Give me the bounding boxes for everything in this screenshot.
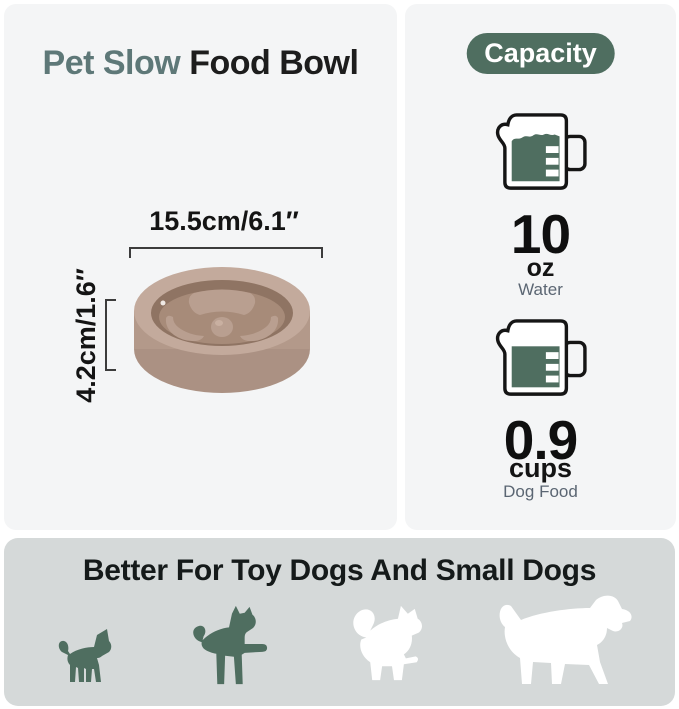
capacity-badge: Capacity: [466, 33, 615, 74]
food-capacity-unit: cups: [508, 453, 573, 483]
spitz-silhouette-icon: [353, 605, 422, 681]
product-panel: Pet Slow Food Bowl 15.5cm/6.1″ 4.2cm/1.6″: [4, 4, 397, 530]
measuring-cup-food-icon: [495, 319, 587, 396]
suitability-heading: Better For Toy Dogs And Small Dogs: [82, 554, 597, 587]
food-capacity-label: Dog Food: [503, 482, 578, 501]
title-rest: Food Bowl: [189, 44, 359, 82]
food-capacity-value: 0.9: [503, 409, 578, 471]
chihuahua-silhouette-icon: [58, 629, 112, 682]
terrier-silhouette-icon: [193, 605, 268, 685]
page-title: Pet Slow Food Bowl: [4, 44, 397, 83]
water-capacity-value: 10: [510, 203, 571, 265]
width-dimension-label: 15.5cm/6.1″: [149, 206, 299, 236]
slow-feeder-bowl-icon: [134, 267, 310, 393]
water-capacity-label: Water: [518, 280, 563, 299]
title-accent: Pet Slow: [42, 44, 181, 82]
height-dimension-bracket: [105, 299, 116, 371]
height-dimension-label: 4.2cm/1.6″: [70, 267, 101, 403]
water-capacity-unit: oz: [526, 254, 555, 282]
measuring-cup-water-icon: [495, 113, 587, 190]
width-dimension-bracket: [129, 247, 323, 258]
golden-retriever-silhouette-icon: [499, 595, 632, 684]
capacity-panel: Capacity 10 oz Water 0.9 cups Dog Food: [405, 4, 676, 530]
size-suitability-panel: Better For Toy Dogs And Small Dogs: [4, 538, 675, 706]
